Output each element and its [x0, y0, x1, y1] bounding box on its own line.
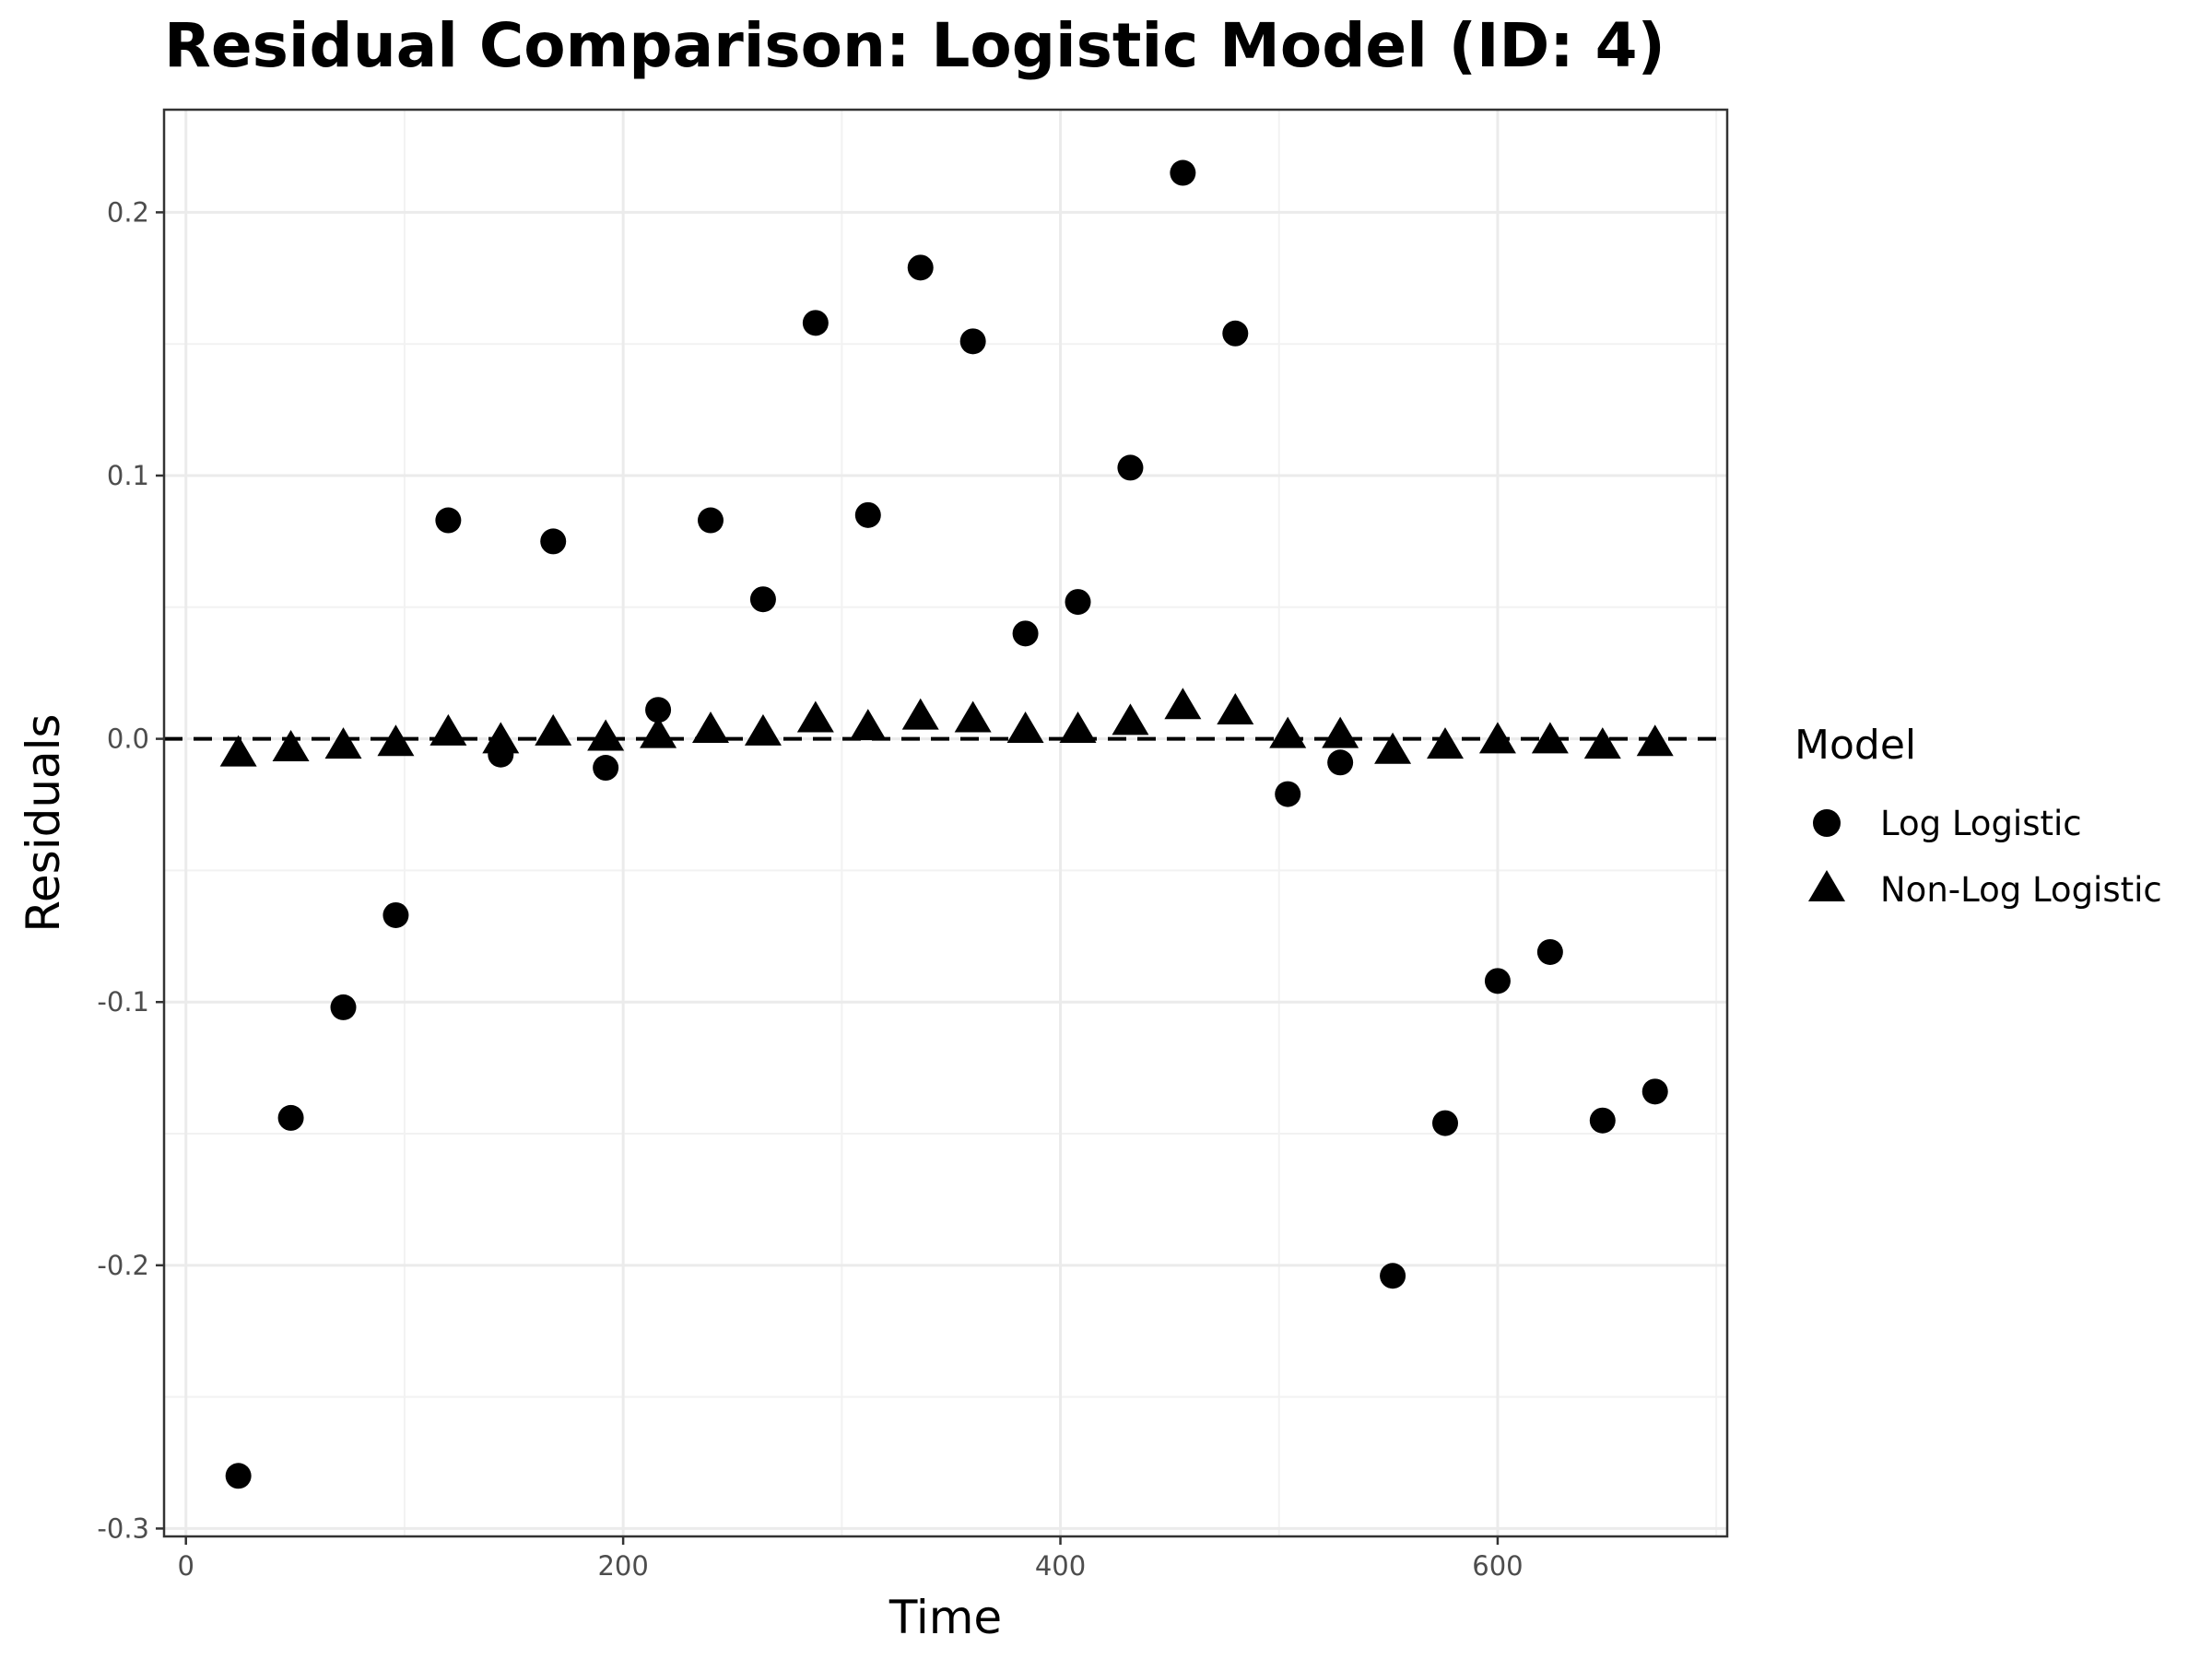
data-point-log-logistic [698, 507, 724, 534]
data-point-non-log-logistic [535, 713, 572, 746]
data-point-non-log-logistic [1269, 716, 1307, 748]
y-tick-label: 0.0 [107, 724, 149, 755]
plot-panel [162, 108, 1729, 1538]
x-tick-label: 0 [177, 1550, 194, 1582]
data-point-non-log-logistic [219, 735, 257, 767]
panel-background [164, 110, 1727, 1536]
data-point-non-log-logistic [1217, 692, 1254, 724]
data-point-non-log-logistic [1478, 722, 1516, 754]
data-point-log-logistic [593, 755, 619, 782]
data-point-log-logistic [854, 501, 881, 528]
data-point-log-logistic [1012, 620, 1039, 647]
x-axis-ticks: 0 200 400 600 [177, 1536, 1524, 1582]
legend: Model Log Logistic Non-Log Logistic [1794, 722, 2162, 910]
legend-label-log-logistic: Log Logistic [1880, 804, 2082, 843]
data-point-log-logistic [1275, 781, 1301, 807]
data-point-non-log-logistic [796, 700, 834, 733]
legend-triangle-marker [1808, 870, 1845, 901]
data-point-log-logistic [1117, 454, 1144, 481]
data-point-non-log-logistic [1374, 732, 1412, 764]
data-point-non-log-logistic [482, 722, 520, 754]
grid-minor [164, 110, 1727, 1536]
data-point-log-logistic [645, 697, 672, 724]
legend-label-non-log-logistic: Non-Log Logistic [1880, 870, 2162, 910]
y-tick-label: -0.2 [97, 1250, 149, 1281]
data-point-non-log-logistic [1427, 727, 1465, 759]
data-point-non-log-logistic [587, 719, 625, 751]
data-point-log-logistic [749, 586, 776, 613]
data-point-non-log-logistic [954, 700, 992, 733]
data-point-non-log-logistic [377, 724, 415, 757]
data-point-non-log-logistic [1059, 711, 1097, 743]
data-point-log-logistic [277, 1104, 304, 1131]
data-point-non-log-logistic [849, 709, 887, 741]
data-point-non-log-logistic [1164, 688, 1202, 720]
data-point-log-logistic [1536, 938, 1563, 965]
data-point-log-logistic [1327, 749, 1354, 776]
data-point-log-logistic [959, 328, 986, 355]
data-point-log-logistic [435, 507, 462, 534]
data-point-non-log-logistic [640, 716, 677, 748]
data-point-non-log-logistic [429, 713, 467, 746]
panel-border [162, 108, 1729, 1538]
data-point-log-logistic [1484, 968, 1511, 994]
data-point-log-logistic [1380, 1263, 1406, 1289]
data-point-log-logistic [1432, 1110, 1459, 1136]
data-point-non-log-logistic [692, 711, 730, 743]
data-point-log-logistic [540, 528, 567, 555]
data-point-non-log-logistic [1583, 727, 1621, 759]
data-point-non-log-logistic [901, 698, 939, 730]
data-point-log-logistic [382, 901, 409, 928]
data-point-log-logistic [1589, 1107, 1616, 1134]
y-tick-label: 0.1 [107, 460, 149, 491]
data-point-log-logistic [225, 1463, 252, 1489]
data-point-non-log-logistic [1531, 722, 1569, 754]
x-axis-title: Time [888, 1591, 1002, 1644]
y-tick-label: -0.1 [97, 986, 149, 1018]
x-tick-label: 400 [1035, 1550, 1086, 1582]
data-point-non-log-logistic [1322, 716, 1359, 748]
series-non-log-logistic [219, 688, 1674, 767]
data-point-non-log-logistic [1112, 703, 1149, 735]
y-tick-label: 0.2 [107, 196, 149, 228]
data-point-log-logistic [802, 310, 829, 336]
y-axis-ticks: -0.3 -0.2 -0.1 0.0 0.1 0.2 [97, 196, 164, 1544]
data-point-non-log-logistic [272, 729, 310, 761]
data-point-log-logistic [330, 994, 357, 1020]
data-point-non-log-logistic [744, 713, 782, 746]
y-axis-title: Residuals [17, 713, 70, 932]
data-point-log-logistic [1065, 589, 1091, 616]
x-tick-label: 600 [1472, 1550, 1523, 1582]
data-point-non-log-logistic [1006, 711, 1044, 743]
legend-title: Model [1794, 722, 1916, 769]
legend-circle-marker [1813, 809, 1841, 837]
y-tick-label: -0.3 [97, 1512, 149, 1544]
chart-title: Residual Comparison: Logistic Model (ID:… [164, 10, 1665, 81]
data-point-log-logistic [1641, 1078, 1668, 1105]
data-point-log-logistic [1222, 320, 1249, 347]
data-point-log-logistic [1170, 159, 1196, 186]
data-point-log-logistic [907, 254, 934, 281]
data-point-non-log-logistic [1636, 724, 1674, 757]
data-point-non-log-logistic [324, 727, 362, 759]
x-tick-label: 200 [597, 1550, 648, 1582]
